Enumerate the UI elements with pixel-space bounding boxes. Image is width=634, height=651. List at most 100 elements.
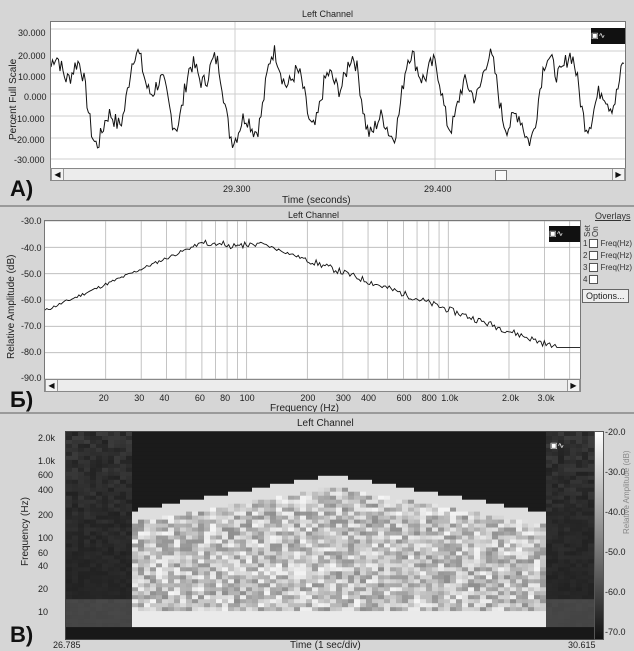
spectrogram-cell [132, 487, 139, 493]
options-button[interactable]: Options... [582, 289, 629, 303]
spectrogram-cell [570, 432, 577, 437]
spectrogram-cell [252, 511, 259, 517]
spectrogram-cell [576, 635, 583, 639]
overlay-row-4[interactable]: 4 [583, 275, 600, 285]
spectrogram-cell [318, 627, 325, 632]
spectrogram-cell [276, 583, 283, 588]
spectrogram-cell [306, 555, 313, 560]
spectrogram-cell [390, 443, 397, 449]
spectrogram-cell [222, 491, 229, 497]
spectrogram-cell [378, 535, 385, 541]
spectrogram-cell [84, 475, 91, 481]
spectrogram-cell [408, 475, 415, 481]
spectrogram-cell [576, 607, 583, 612]
spectrogram-cell [396, 551, 403, 556]
spectrogram-cell [546, 579, 553, 584]
spectrogram-cell [264, 551, 271, 556]
spectrum-plot[interactable]: ▣∿ [44, 220, 581, 380]
spectrogram-cell [288, 559, 295, 564]
overlay-row-3[interactable]: 3 Freq(Hz) [583, 263, 632, 273]
scroll-right-button[interactable]: ▶ [567, 380, 580, 391]
spectrogram-cell [480, 535, 487, 541]
spectrogram-cell [198, 432, 205, 437]
spectrogram-cell [162, 567, 169, 572]
overlay-checkbox[interactable] [589, 263, 599, 273]
spectrogram-cell [288, 571, 295, 576]
spectrogram-cell [414, 451, 421, 457]
spectrogram-cell [228, 511, 235, 517]
panel-b-scrollbar[interactable]: ◀ ▶ [44, 379, 581, 392]
scope-tool-icon[interactable]: ▣∿ [549, 226, 580, 242]
spectrogram-cell [528, 511, 535, 517]
spectrogram-cell [258, 495, 265, 501]
scroll-left-button[interactable]: ◀ [51, 169, 64, 180]
spectrogram-cell [228, 631, 235, 636]
spectrogram-cell [564, 467, 571, 473]
spectrogram-cell [534, 591, 541, 596]
spectrogram-cell [114, 567, 121, 572]
overlay-checkbox[interactable] [589, 275, 599, 285]
spectrogram-cell [504, 479, 511, 485]
overlay-checkbox[interactable] [589, 239, 599, 249]
spectrogram-cell [300, 535, 307, 541]
spectrogram-cell [192, 631, 199, 636]
spectrogram-cell [156, 619, 163, 624]
spectrogram-cell [582, 511, 589, 517]
spectrogram-cell [108, 555, 115, 560]
spectrogram-cell [150, 440, 157, 445]
spectrogram-cell [540, 443, 547, 449]
spectrogram-cell [168, 495, 175, 501]
spectrogram-cell [186, 479, 193, 485]
spectrogram-cell [240, 623, 247, 628]
spectrogram-cell [240, 627, 247, 632]
spectrogram-cell [66, 531, 73, 537]
spectrogram-cell [276, 631, 283, 636]
overlay-checkbox[interactable] [589, 251, 599, 261]
spectrogram-cell [156, 531, 163, 537]
spectrogram-cell [156, 551, 163, 556]
panel-a-scrollbar[interactable]: ◀ ▶ [50, 168, 626, 181]
spectrogram-cell [330, 571, 337, 576]
spectrogram-cell [228, 627, 235, 632]
overlay-row-1[interactable]: 1 Freq(Hz) [583, 239, 632, 249]
spectrogram-cell [378, 527, 385, 533]
spectrogram-cell [390, 463, 397, 469]
spectrogram-cell [102, 623, 109, 628]
spectrogram-cell [144, 599, 151, 604]
spectrogram-cell [420, 603, 427, 608]
spectrogram-cell [240, 603, 247, 608]
spectrogram-cell [258, 443, 265, 449]
overlay-row-2[interactable]: 2 Freq(Hz) [583, 251, 632, 261]
spectrogram-cell [246, 475, 253, 481]
scope-tool-icon[interactable]: ▣∿ [550, 441, 565, 450]
spectrogram-cell [498, 635, 505, 639]
spectrogram-cell [120, 627, 127, 632]
spectrogram-cell [348, 467, 355, 473]
spectrogram-plot[interactable]: ▣∿ [65, 431, 595, 640]
spectrogram-cell [228, 583, 235, 588]
spectrogram-cell [252, 531, 259, 537]
spectrogram-cell [198, 507, 205, 513]
scroll-left-button[interactable]: ◀ [45, 380, 58, 391]
spectrogram-cell [516, 547, 523, 552]
spectrogram-cell [132, 587, 139, 592]
spectrogram-cell [444, 583, 451, 588]
spectrogram-cell [240, 519, 247, 525]
spectrogram-cell [96, 467, 103, 473]
scroll-right-button[interactable]: ▶ [612, 169, 625, 180]
spectrogram-cell [270, 471, 277, 477]
y-tick: -20.000 [14, 135, 45, 145]
colorbar-tick: -50.0 [605, 547, 626, 557]
waveform-plot[interactable]: ▣∿ [50, 21, 626, 169]
spectrogram-cell [570, 487, 577, 493]
spectrogram-cell [114, 571, 121, 576]
spectrogram-cell [90, 615, 97, 620]
spectrogram-cell [270, 527, 277, 533]
spectrogram-cell [270, 607, 277, 612]
scroll-thumb[interactable] [495, 170, 507, 181]
spectrogram-cell [372, 591, 379, 596]
colorbar-label: Relative Amplitude (dB) [622, 450, 631, 534]
spectrogram-cell [384, 455, 391, 461]
scope-tool-icon[interactable]: ▣∿ [591, 28, 625, 44]
spectrogram-cell [264, 627, 271, 632]
